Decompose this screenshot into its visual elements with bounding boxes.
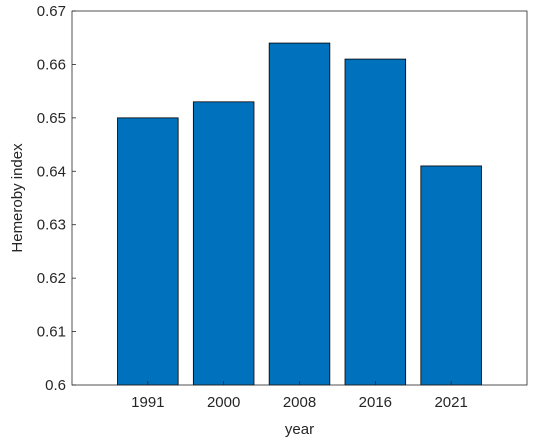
x-tick-label: 1991 [131,394,164,411]
x-tick-label: 2021 [434,394,467,411]
bar-2021 [420,165,482,386]
y-tick-label: 0.65 [37,110,66,127]
y-tick-label: 0.6 [45,377,66,394]
bar-2016 [344,58,407,386]
x-axis-label: year [285,421,314,438]
y-tick-label: 0.64 [37,163,66,180]
y-axis-ticks: 0.6 0.61 0.62 0.63 0.64 0.65 0.66 0.67 [37,3,76,394]
y-tick-label: 0.67 [37,3,66,20]
x-axis-ticks: 1991 2000 2008 2016 2021 [131,381,468,411]
bar-2000 [192,101,255,386]
bar-1991 [117,117,179,386]
x-tick-label: 2008 [283,394,316,411]
bar-2008 [268,42,331,386]
x-tick-label: 2000 [207,394,240,411]
y-tick-label: 0.66 [37,56,66,73]
y-tick-label: 0.63 [37,217,66,234]
y-tick-label: 0.62 [37,270,66,287]
bars-group [117,42,482,386]
y-tick-label: 0.61 [37,324,66,341]
x-tick-label: 2016 [359,394,392,411]
y-axis-label: Hemeroby index [9,143,26,253]
